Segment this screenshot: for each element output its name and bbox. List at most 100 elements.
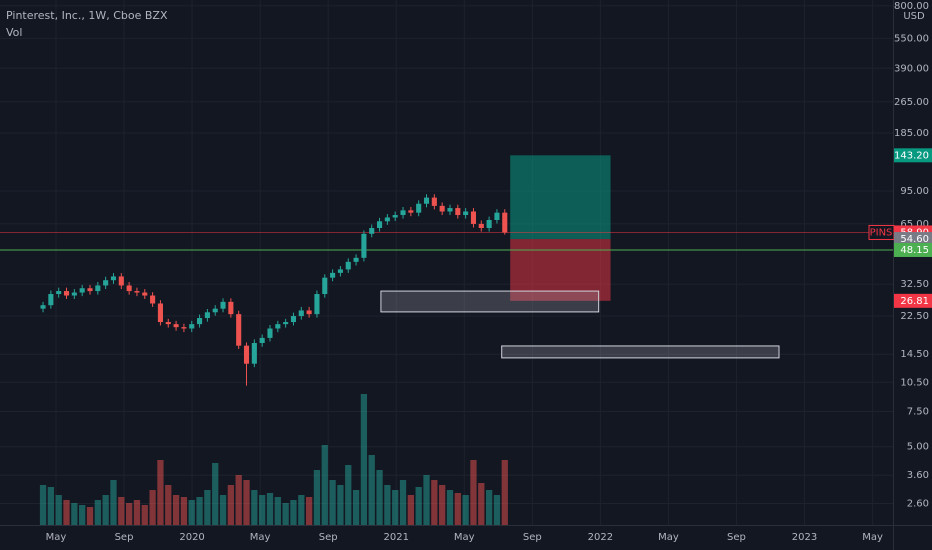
volume-bar <box>290 500 297 525</box>
profit-zone <box>510 155 611 240</box>
symbol-label: PINS <box>870 227 893 238</box>
volume-bar <box>376 470 383 525</box>
volume-bar <box>368 455 375 525</box>
volume-bar <box>243 480 250 525</box>
volume-bar <box>118 497 125 525</box>
volume-bar <box>423 475 430 525</box>
volume-bar <box>431 480 438 525</box>
candle-body <box>118 276 124 286</box>
volume-bar <box>235 475 242 525</box>
candle-body <box>353 257 359 262</box>
volume-bar <box>282 503 289 525</box>
volume-bar <box>454 493 461 525</box>
candle-body <box>157 303 163 323</box>
volume-bar <box>360 394 368 525</box>
volume-bar <box>141 505 148 525</box>
candle-body <box>275 324 281 329</box>
volume-bar <box>493 495 501 525</box>
volume-bar <box>266 493 274 525</box>
volume-bar <box>446 490 454 525</box>
candle-body <box>384 217 390 222</box>
volume-bar <box>86 507 94 525</box>
candle-body <box>447 208 453 212</box>
volume-bar <box>63 500 70 525</box>
volume-bar <box>133 500 141 525</box>
volume-bar <box>313 470 321 525</box>
x-tick-label: Sep <box>319 532 338 543</box>
x-tick-label: 2023 <box>792 532 817 543</box>
candle-body <box>197 318 203 325</box>
candle-body <box>322 277 328 295</box>
volume-bar <box>392 490 399 525</box>
y-tick-label: 550.00 <box>894 33 929 44</box>
volume-bar <box>227 485 234 525</box>
candle-body <box>431 197 437 206</box>
candle-body <box>298 310 304 317</box>
candle-body <box>40 305 46 309</box>
candle-body <box>228 301 234 315</box>
x-tick-label: 2021 <box>384 532 409 543</box>
volume-bar <box>305 497 313 525</box>
volume-bar <box>55 495 62 525</box>
volume-bar <box>259 495 266 525</box>
zone-box <box>380 290 600 313</box>
candle-body <box>337 269 343 273</box>
y-tick-label: 7.50 <box>907 406 929 417</box>
y-tick-label: 10.50 <box>900 377 929 388</box>
candle-body <box>236 314 242 346</box>
candle-body <box>48 294 54 306</box>
volume-bar <box>172 495 180 525</box>
candle-body <box>486 219 492 229</box>
candle-body <box>392 215 398 218</box>
x-tick-label: Sep <box>523 532 542 543</box>
candle-body <box>400 210 406 216</box>
volume-bar <box>165 485 172 525</box>
y-tick-label: 3.60 <box>907 470 929 481</box>
volume-bar <box>102 495 109 525</box>
candle-body <box>290 316 297 323</box>
y-tick-label: 65.00 <box>900 219 929 230</box>
candle-body <box>267 328 273 338</box>
candle-body <box>377 221 383 229</box>
x-tick-label: May <box>454 532 475 543</box>
volume-bar <box>470 460 477 525</box>
zone-box <box>501 345 780 359</box>
y-tick-label: 2.60 <box>907 499 929 510</box>
volume-bar <box>71 503 78 525</box>
price-label: 54.60 <box>900 234 929 245</box>
price-label-bg <box>894 242 932 257</box>
volume-label: Vol <box>6 26 22 39</box>
volume-bar <box>39 485 47 525</box>
candle-body <box>189 324 195 329</box>
loss-zone <box>510 239 611 301</box>
candle-body <box>408 210 414 213</box>
candle-body <box>56 291 62 295</box>
price-label-bg <box>894 148 932 163</box>
candle-body <box>134 291 140 293</box>
x-tick-label: May <box>46 532 67 543</box>
volume-bar <box>204 490 211 525</box>
volume-bar <box>47 487 54 525</box>
candle-body <box>306 310 312 315</box>
volume-bar <box>94 500 101 525</box>
candle-body <box>283 322 289 325</box>
candle-body <box>314 294 320 315</box>
price-label-bg <box>894 293 932 308</box>
y-tick-label: 390.00 <box>894 63 929 74</box>
volume-bar <box>157 460 164 525</box>
volume-bar <box>274 497 281 525</box>
volume-bar <box>462 495 469 525</box>
candle-body <box>494 212 500 220</box>
volume-bar <box>149 490 156 525</box>
currency-label: USD <box>903 11 925 22</box>
volume-bar <box>407 495 414 525</box>
candle-body <box>87 288 93 292</box>
volume-bar <box>329 480 336 525</box>
candle-body <box>463 211 469 216</box>
candle-body <box>455 208 461 216</box>
volume-bar <box>212 463 219 525</box>
price-label: 26.81 <box>900 296 929 307</box>
candle-body <box>212 308 218 313</box>
x-tick-label: 2020 <box>179 532 204 543</box>
